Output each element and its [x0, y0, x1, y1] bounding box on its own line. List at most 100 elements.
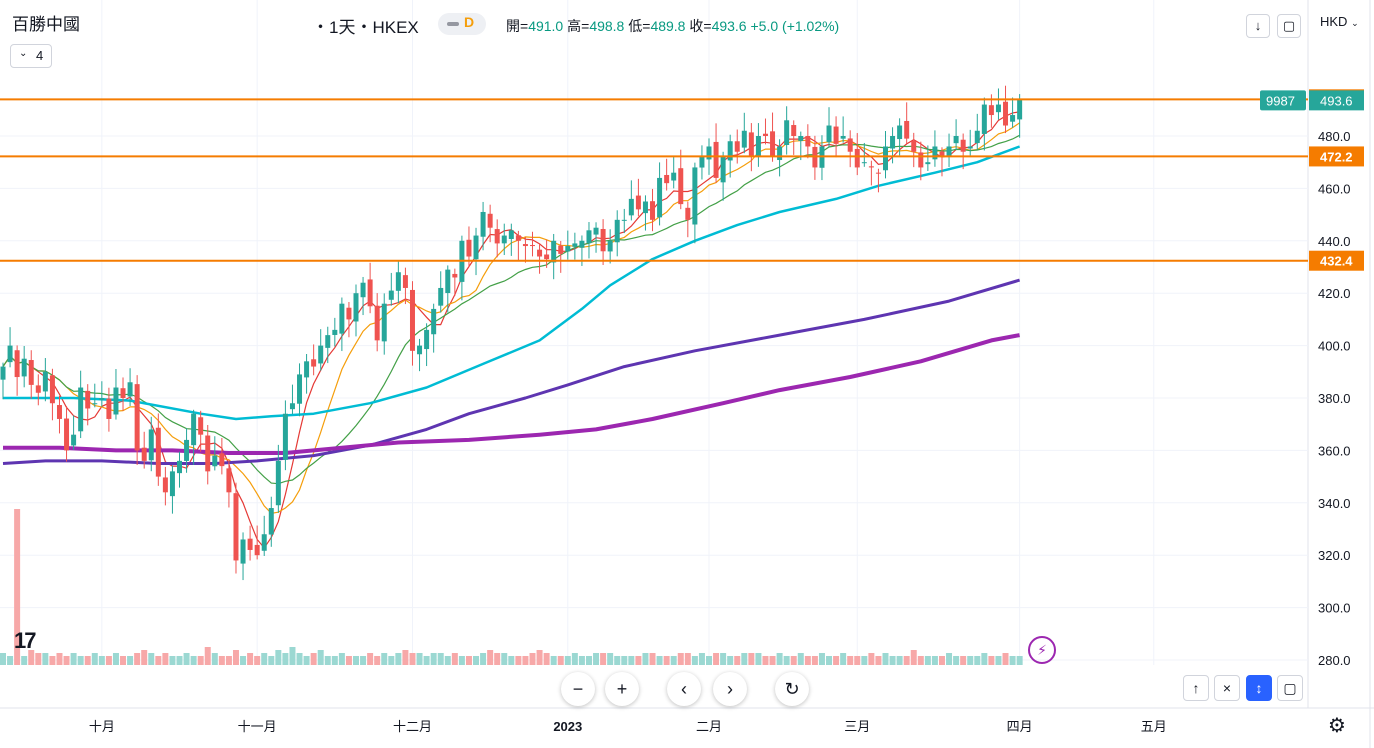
volume-bar — [423, 656, 430, 665]
mode-badge[interactable]: D — [438, 13, 486, 35]
candle-body — [184, 439, 190, 461]
candle-body — [904, 120, 910, 139]
volume-bar — [247, 653, 254, 665]
scroll-down-button[interactable]: ↓ — [1246, 14, 1270, 38]
volume-bar — [240, 656, 247, 665]
y-tick-label: 320.0 — [1318, 548, 1351, 563]
volume-bar — [607, 653, 614, 665]
candle-body — [967, 146, 973, 149]
candle-body — [1003, 101, 1009, 126]
candle-body — [537, 249, 543, 257]
candle-body — [275, 460, 281, 506]
x-tick-label: 十月 — [89, 719, 115, 734]
volume-bar — [515, 656, 522, 665]
volume-bar — [536, 650, 543, 665]
close-icon: × — [1222, 680, 1232, 696]
volume-bar — [578, 656, 585, 665]
ma20-line — [2, 134, 1020, 485]
volume-bar — [501, 653, 508, 665]
candle-body — [805, 136, 811, 147]
candle-body — [409, 289, 415, 351]
candle-body — [671, 172, 677, 181]
volume-bar — [381, 653, 388, 665]
collapse-indicators-button[interactable]: ⌄ 4 — [10, 44, 52, 68]
volume-bar — [706, 656, 712, 665]
candle-body — [78, 387, 84, 432]
ma60-line — [3, 145, 1021, 421]
candle-body — [1010, 115, 1016, 122]
symbol-name[interactable]: 百勝中國 — [12, 15, 80, 34]
bolt-icon[interactable]: ⚡ — [1028, 636, 1056, 664]
candle-body — [247, 538, 253, 550]
reset-chart-button[interactable]: ↻ — [775, 672, 809, 706]
volume-bar — [797, 653, 804, 665]
candle-body — [890, 136, 896, 149]
close-value: 493.6 — [711, 18, 747, 34]
volume-bar — [833, 656, 840, 665]
candle-body — [508, 230, 514, 239]
volume-bar — [713, 653, 720, 665]
zoom-out-button[interactable]: − — [561, 672, 595, 706]
currency-label: HKD — [1320, 14, 1348, 29]
volume-bar — [416, 653, 423, 665]
low-label: 低= — [628, 18, 651, 34]
volume-bar — [755, 653, 762, 665]
volume-bar — [494, 653, 501, 665]
volume-bar — [98, 656, 105, 665]
time-axis[interactable]: 十月 十一月 十二月 2023 二月 三月 四月 五月 — [89, 719, 1167, 734]
x-tick-label: 十二月 — [393, 719, 432, 734]
candle-body — [7, 345, 13, 363]
interval-exchange[interactable]: ・1天・HKEX — [312, 18, 419, 37]
ohlc-legend: 開=491.0 高=498.8 低=489.8 收=493.6 +5.0 (+1… — [506, 16, 839, 36]
auto-scale-button[interactable]: ↕ — [1246, 675, 1272, 701]
volume-bar — [282, 653, 289, 665]
volume-bar — [628, 656, 635, 665]
gear-icon[interactable]: ⚙ — [1328, 715, 1346, 737]
volume-bar — [458, 656, 465, 665]
scroll-right-button[interactable]: › — [713, 672, 747, 706]
volume-bar — [0, 653, 6, 665]
price-axis[interactable]: 280.0 300.0 320.0 340.0 360.0 380.0 400.0 420.0… — [1260, 89, 1364, 668]
volume-bar — [677, 653, 684, 665]
volume-bar — [444, 656, 451, 665]
volume-bar — [21, 656, 28, 665]
scroll-up-button[interactable]: ↑ — [1183, 675, 1209, 701]
volume-bar — [776, 653, 783, 665]
volume-bar — [529, 653, 536, 665]
tradingview-logo: 17 — [14, 628, 37, 653]
volume-bar — [1016, 656, 1023, 665]
volume-bar — [190, 656, 197, 665]
y-tick-label: 380.0 — [1318, 391, 1351, 406]
currency-selector[interactable]: HKD ⌄ — [1320, 14, 1359, 29]
volume-bar — [854, 656, 861, 665]
volume-bar — [395, 653, 402, 665]
candle-body — [988, 105, 994, 116]
close-button[interactable]: × — [1214, 675, 1240, 701]
candle-body — [85, 390, 91, 409]
scroll-left-button[interactable]: ‹ — [667, 672, 701, 706]
candle-body — [374, 305, 380, 341]
volume-bar — [197, 656, 204, 665]
volume-bar — [953, 656, 960, 665]
volume-bar — [847, 656, 854, 665]
candle-body — [657, 177, 663, 218]
volume-bar — [896, 656, 903, 665]
chevron-down-icon: ⌄ — [1351, 18, 1359, 28]
candle-body — [14, 350, 20, 378]
volume-bar — [875, 656, 882, 665]
zoom-in-button[interactable]: + — [605, 672, 639, 706]
candle-body — [113, 387, 119, 415]
fit-screen-button[interactable]: ▢ — [1277, 675, 1303, 701]
candle-body — [311, 359, 317, 367]
fullscreen-button[interactable]: ▢ — [1277, 14, 1301, 38]
candle-body — [381, 303, 387, 342]
candle-body — [522, 244, 528, 247]
y-tick-label: 440.0 — [1318, 234, 1351, 249]
ma-layer — [2, 111, 1021, 549]
volume-bar — [522, 656, 529, 665]
x-tick-label: 三月 — [844, 719, 870, 734]
volume-bar — [585, 656, 592, 665]
candle-body — [494, 229, 500, 244]
candle-body — [155, 427, 161, 477]
